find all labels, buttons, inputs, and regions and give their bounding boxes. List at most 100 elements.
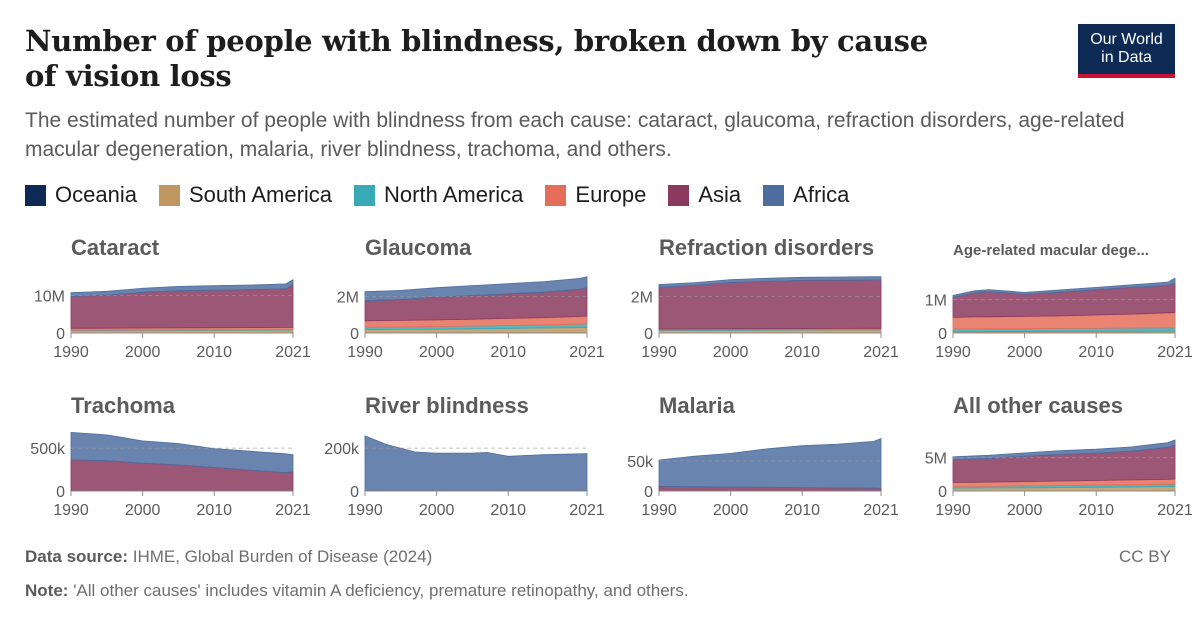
legend-label: Asia (698, 182, 742, 207)
logo-line-1: Our World (1090, 31, 1163, 48)
x-tick-label: 2010 (196, 344, 232, 361)
y-tick-label: 200k (324, 441, 360, 458)
x-tick-label: 2010 (490, 344, 526, 361)
owid-logo[interactable]: Our World in Data (1078, 24, 1175, 78)
panel-age-related-macular-dege[interactable]: Age-related macular dege... 0 1M 1990 2000 20… (925, 242, 1193, 361)
area-africa[interactable] (70, 431, 294, 474)
logo-line-2: in Data (1101, 49, 1152, 66)
legend-item-north-america[interactable]: North America (354, 182, 523, 208)
y-tick-label: 0 (350, 484, 359, 501)
x-tick-label: 1990 (347, 502, 383, 519)
legend-swatch (25, 184, 46, 206)
y-tick-label: 2M (631, 290, 653, 307)
y-tick-label: 0 (938, 484, 947, 501)
x-tick-label: 1990 (53, 344, 89, 361)
x-tick-label: 2000 (1007, 344, 1043, 361)
panel-title: All other causes (953, 393, 1123, 418)
legend-swatch (158, 184, 180, 206)
y-tick-label: 0 (644, 484, 653, 501)
panel-malaria[interactable]: Malaria 0 50k 1990 2000 2010 2021 (627, 393, 899, 519)
source-label: Data source: (25, 547, 128, 566)
x-tick-label: 2021 (863, 502, 899, 519)
y-tick-label: 1M (925, 293, 947, 310)
area-asia[interactable] (952, 282, 1176, 318)
legend-label: Oceania (55, 182, 137, 207)
license-link[interactable]: CC BY (1119, 547, 1171, 566)
legend-item-asia[interactable]: Asia (668, 182, 741, 208)
panel-trachoma[interactable]: Trachoma 0 500k 1990 2000 2010 2021 (30, 393, 311, 519)
x-tick-label: 2021 (569, 502, 605, 519)
legend-item-south-america[interactable]: South America (158, 182, 333, 208)
x-tick-label: 1990 (935, 344, 971, 361)
x-tick-label: 2021 (275, 502, 311, 519)
area-africa[interactable] (952, 277, 1176, 298)
legend-item-europe[interactable]: Europe (545, 182, 646, 208)
y-tick-label: 5M (925, 451, 947, 468)
panel-refraction-disorders[interactable]: Refraction disorders 0 2M 1990 2000 2010 2021 (631, 235, 899, 361)
panel-title: Malaria (659, 393, 736, 418)
x-tick-label: 2010 (1078, 502, 1114, 519)
y-tick-label: 0 (56, 484, 65, 501)
y-tick-label: 0 (350, 326, 359, 343)
area-africa[interactable] (364, 276, 588, 302)
area-africa[interactable] (70, 279, 294, 297)
y-tick-label: 50k (627, 454, 654, 471)
panel-cataract[interactable]: Cataract 0 10M 1990 2000 2010 2021 (34, 235, 311, 361)
legend-swatch (668, 184, 690, 206)
x-tick-label: 2010 (784, 502, 820, 519)
x-tick-label: 2021 (863, 344, 899, 361)
x-tick-label: 1990 (641, 344, 677, 361)
x-tick-label: 2000 (419, 502, 455, 519)
data-source: Data source: IHME, Global Burden of Dise… (25, 547, 432, 567)
panel-title: Glaucoma (365, 235, 472, 260)
x-tick-label: 2021 (569, 344, 605, 361)
note-label: Note: (25, 581, 69, 600)
page-subtitle: The estimated number of people with blin… (25, 109, 1125, 161)
panel-river-blindness[interactable]: River blindness 0 200k 1990 2000 2010 2021 (324, 393, 605, 519)
x-tick-label: 2010 (490, 502, 526, 519)
panel-title: Age-related macular dege... (953, 242, 1149, 259)
page-title: Number of people with blindness, broken … (25, 24, 928, 93)
legend-label: South America (188, 182, 333, 207)
legend-label: Europe (575, 182, 647, 207)
x-tick-label: 2010 (784, 344, 820, 361)
chart-note: Note: 'All other causes' includes vitami… (25, 581, 689, 601)
area-africa[interactable] (952, 439, 1176, 461)
x-tick-label: 2000 (125, 502, 161, 519)
y-tick-label: 10M (34, 289, 65, 306)
legend-item-africa[interactable]: Africa (763, 182, 849, 208)
y-tick-label: 500k (30, 441, 66, 458)
x-tick-label: 1990 (347, 344, 383, 361)
x-tick-label: 2000 (713, 344, 749, 361)
y-tick-label: 2M (337, 290, 359, 307)
x-tick-label: 1990 (53, 502, 89, 519)
panel-title: River blindness (365, 393, 529, 418)
x-tick-label: 1990 (935, 502, 971, 519)
area-africa[interactable] (364, 435, 588, 491)
legend-label: Africa (793, 182, 850, 207)
source-text[interactable]: IHME, Global Burden of Disease (2024) (132, 547, 433, 566)
x-tick-label: 1990 (641, 502, 677, 519)
area-asia[interactable] (658, 279, 882, 330)
x-tick-label: 2000 (419, 344, 455, 361)
note-text: 'All other causes' includes vitamin A de… (73, 581, 689, 600)
legend: Oceania South America North America Euro… (25, 182, 871, 208)
x-tick-label: 2021 (275, 344, 311, 361)
y-tick-label: 0 (56, 326, 65, 343)
panel-glaucoma[interactable]: Glaucoma 0 2M 1990 2000 2010 2021 (337, 235, 605, 361)
panel-title: Cataract (71, 235, 160, 260)
x-tick-label: 2000 (125, 344, 161, 361)
legend-swatch (354, 184, 376, 206)
x-tick-label: 2010 (1078, 344, 1114, 361)
y-tick-label: 0 (644, 326, 653, 343)
legend-item-oceania[interactable]: Oceania (25, 182, 137, 208)
panel-all-other-causes[interactable]: All other causes 0 5M 1990 2000 2010 2021 (925, 393, 1193, 519)
legend-label: North America (384, 182, 524, 207)
panel-title: Trachoma (71, 393, 176, 418)
x-tick-label: 2010 (196, 502, 232, 519)
area-africa[interactable] (658, 276, 882, 288)
legend-swatch (545, 184, 567, 206)
x-tick-label: 2021 (1157, 502, 1193, 519)
x-tick-label: 2000 (713, 502, 749, 519)
area-africa[interactable] (658, 438, 882, 489)
